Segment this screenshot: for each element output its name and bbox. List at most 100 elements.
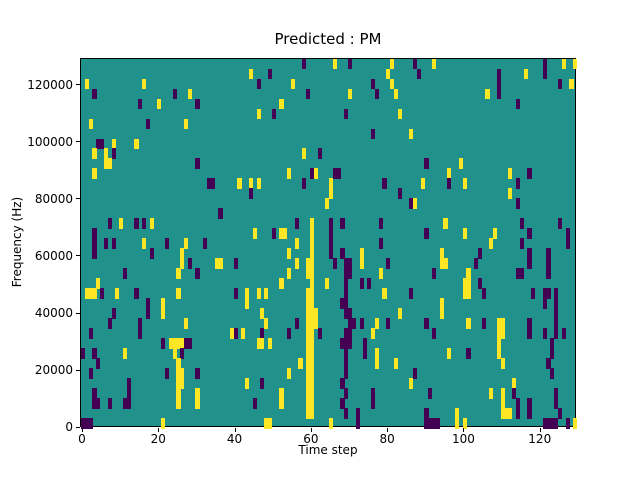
heatmap-cell [500,408,505,419]
heatmap-cell [195,158,200,169]
heatmap-cell [527,258,532,269]
heatmap-cell [546,358,551,369]
heatmap-cell [554,298,559,309]
heatmap-cell [466,288,471,299]
heatmap-cell [96,138,101,149]
heatmap-cell [149,218,154,229]
x-tick-label: 20 [150,432,166,446]
heatmap-cell [195,268,200,279]
heatmap-cell [557,218,563,229]
heatmap-cell [306,338,311,349]
heatmap-cell [233,258,238,269]
heatmap-cell [527,168,532,179]
heatmap-cell [370,398,376,409]
x-axis-label: Time step [298,443,358,457]
heatmap-cell [184,338,189,349]
y-tick-mark [75,255,80,257]
heatmap-cell [84,418,89,429]
heatmap-cell [531,288,536,299]
heatmap-cell [515,268,521,279]
heatmap-cell [252,398,257,409]
heatmap-cell [409,288,414,299]
heatmap-cell [138,318,143,329]
x-tick-label: 0 [78,432,86,446]
heatmap-cell [573,418,578,429]
heatmap-cell [489,238,494,249]
heatmap-cell [187,338,192,349]
heatmap-cell [496,78,502,89]
heatmap-cell [573,58,578,69]
heatmap-cell [294,318,299,329]
heatmap-cell [279,228,284,239]
heatmap-cell [206,178,212,189]
heatmap-cell [329,238,334,249]
heatmap-cell [306,298,311,309]
heatmap-cell [88,368,93,379]
heatmap-cell [279,388,284,399]
heatmap-cell [378,218,383,229]
heatmap-cell [428,388,433,399]
heatmap-cell [287,368,292,379]
heatmap-cell [344,258,349,269]
heatmap-cell [332,168,337,179]
heatmap-cell [111,308,116,319]
y-axis-label: Frequency (Hz) [10,196,24,288]
y-tick-mark [75,312,80,314]
x-tick-mark [463,427,465,432]
heatmap-cell [309,378,315,389]
heatmap-cell [420,178,425,189]
heatmap-cell [107,318,112,329]
heatmap-cell [428,418,433,429]
x-tick-label: 100 [451,432,475,446]
heatmap-cell [546,268,551,279]
heatmap-cell [500,318,505,329]
heatmap-cell [81,348,86,359]
heatmap-cell [466,278,471,289]
heatmap-cell [527,328,532,339]
heatmap-cell [466,318,471,329]
heatmap-cell [287,328,292,339]
heatmap-cell [435,418,440,429]
heatmap-cell [344,388,349,399]
heatmap-cell [374,88,379,99]
heatmap-cell [519,238,524,249]
heatmap-cell [180,258,185,269]
heatmap-cell [96,278,101,289]
heatmap-cell [355,418,360,429]
heatmap-cell [115,288,120,299]
heatmap-cell [126,398,131,409]
heatmap-cell [306,88,311,99]
heatmap-cell [554,318,559,329]
heatmap-cell [496,338,502,349]
heatmap-cell [504,408,509,419]
heatmap-cell [348,268,353,279]
heatmap-cell [309,398,315,409]
heatmap-cell [287,248,292,259]
heatmap-cell [103,158,109,169]
heatmap-cell [363,338,368,349]
heatmap-cell [542,58,547,69]
heatmap-cell [508,188,513,199]
heatmap-cell [309,308,315,319]
heatmap-cell [309,348,315,359]
heatmap-cell [180,248,185,259]
heatmap-cell [546,248,551,259]
heatmap-cell [481,288,486,299]
heatmap-cell [92,288,97,299]
heatmap-cell [233,328,238,339]
heatmap-cell [287,268,292,279]
heatmap-cell [351,318,357,329]
heatmap-cell [294,258,299,269]
heatmap-cell [96,398,101,409]
heatmap-cell [412,198,418,209]
heatmap-cell [111,138,116,149]
heatmap-cell [432,58,437,69]
heatmap-cell [142,218,147,229]
heatmap-cell [306,328,311,339]
heatmap-cell [527,248,532,259]
heatmap-cell [218,208,223,219]
heatmap-cell [287,168,292,179]
heatmap-cell [432,328,437,339]
x-tick-mark [158,427,160,432]
